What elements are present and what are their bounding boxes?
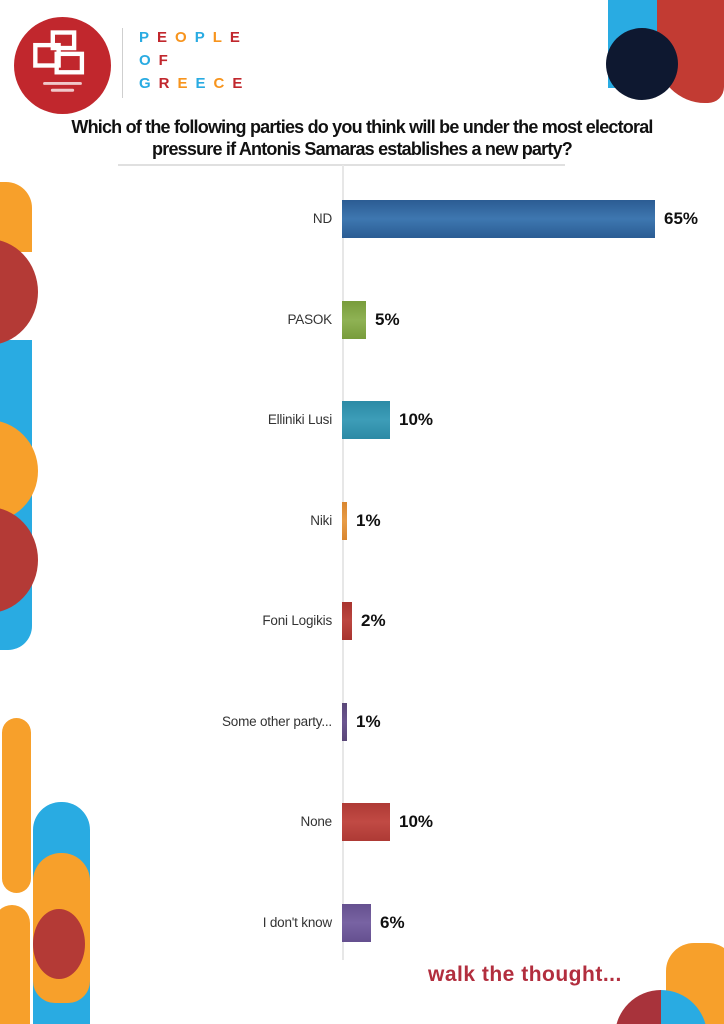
decor-bottom-left-orange-pill-2 [0,905,30,1024]
decor-bottom-left-orange-pill [2,718,31,893]
wordmark-letter: R [158,75,170,92]
bar [342,602,352,640]
value-label: 5% [375,310,400,329]
bar-chart: ND 65% PASOK 5% Elliniki Lusi 10% Niki 1% Foni L… [0,165,724,968]
split-circle-red-half [615,990,661,1024]
wordmark-letter: L [212,29,222,46]
decor-left-strip-orange-top [0,182,32,252]
title-line-2: pressure if Antonis Samaras establishes … [152,139,573,159]
value-label: 1% [356,712,381,731]
wordmark-letter: C [213,75,225,92]
category-label: Niki [310,513,332,528]
bar [342,904,371,942]
wordmark-letter: G [139,75,151,92]
value-label: 1% [356,511,381,530]
bar [342,502,347,540]
category-label: None [300,814,333,829]
split-circle-cyan-half [661,990,707,1024]
wordmark-letter: E [232,75,243,92]
title-divider [118,164,565,166]
title-line-1: Which of the following parties do you th… [71,117,653,137]
decor-bottom-left-red-ellipse [33,909,85,979]
logo-subtext-line [50,88,75,92]
decor-top-right-navy-circle [606,28,678,100]
category-label: I don't know [262,915,332,930]
wordmark-letter: E [177,75,188,92]
axis-line [342,165,344,960]
wordmark-letter: O [175,29,187,46]
wordmark-letter: P [194,29,205,46]
bar [342,301,366,339]
wordmark-letter: F [158,52,168,69]
bar [342,401,390,439]
value-label: 65% [664,209,699,228]
value-label: 6% [380,913,405,932]
category-label: Some other party... [221,714,332,729]
wordmark-letter: O [139,52,151,69]
logo-monogram-icon [33,30,85,92]
logo-subtext-line [43,81,82,85]
bar [342,803,390,841]
bar [342,703,347,741]
category-label: Foni Logikis [262,613,332,628]
tagline: walk the thought... [428,963,622,986]
logo [14,17,111,114]
category-label: PASOK [287,312,332,327]
category-label: ND [312,211,332,226]
value-label: 2% [361,611,386,630]
brand-divider [122,28,123,98]
wordmark-letter: E [157,29,168,46]
wordmark-letter: P [139,29,150,46]
bar [342,200,655,238]
wordmark-letter: E [195,75,206,92]
value-label: 10% [399,812,434,831]
wordmark-letter: E [229,29,240,46]
survey-question-title: Which of the following parties do you th… [30,116,694,160]
category-label: Elliniki Lusi [267,412,332,427]
value-label: 10% [399,410,434,429]
decor-bottom-right-split-circle [615,990,707,1024]
